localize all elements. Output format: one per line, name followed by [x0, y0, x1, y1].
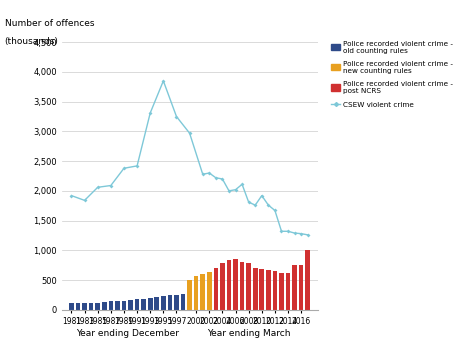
Bar	[168, 295, 172, 310]
Bar	[155, 297, 159, 310]
Bar	[95, 303, 100, 310]
Bar	[279, 274, 284, 310]
Bar	[76, 303, 80, 310]
Bar	[161, 296, 165, 310]
Bar	[148, 298, 153, 310]
Bar	[187, 280, 192, 310]
Bar	[305, 250, 310, 310]
Bar	[115, 301, 120, 310]
Bar	[266, 270, 271, 310]
Bar	[214, 271, 218, 310]
Bar	[174, 295, 179, 310]
Legend: Police recorded violent crime -
old counting rules, Police recorded violent crim: Police recorded violent crime - old coun…	[331, 40, 453, 108]
Bar	[214, 268, 218, 310]
Bar	[128, 300, 133, 310]
Bar	[220, 263, 225, 310]
Bar	[259, 269, 264, 310]
Bar	[181, 294, 185, 310]
Bar	[253, 268, 257, 310]
Bar	[240, 262, 245, 310]
Bar	[109, 301, 113, 310]
Bar	[141, 299, 146, 310]
Bar	[233, 259, 238, 310]
Bar	[69, 303, 74, 310]
Bar	[207, 272, 211, 310]
Bar	[286, 273, 291, 310]
Bar	[292, 265, 297, 310]
Text: Year ending December: Year ending December	[76, 329, 179, 338]
Bar	[201, 274, 205, 310]
Text: (thousands): (thousands)	[5, 37, 59, 46]
Bar	[194, 276, 199, 310]
Bar	[135, 299, 139, 310]
Bar	[227, 260, 231, 310]
Bar	[89, 303, 93, 310]
Text: Year ending March: Year ending March	[207, 329, 291, 338]
Bar	[246, 263, 251, 310]
Bar	[299, 265, 303, 310]
Bar	[273, 271, 277, 310]
Text: Number of offences: Number of offences	[5, 19, 94, 28]
Bar	[102, 302, 107, 310]
Bar	[82, 303, 87, 310]
Bar	[122, 301, 126, 310]
